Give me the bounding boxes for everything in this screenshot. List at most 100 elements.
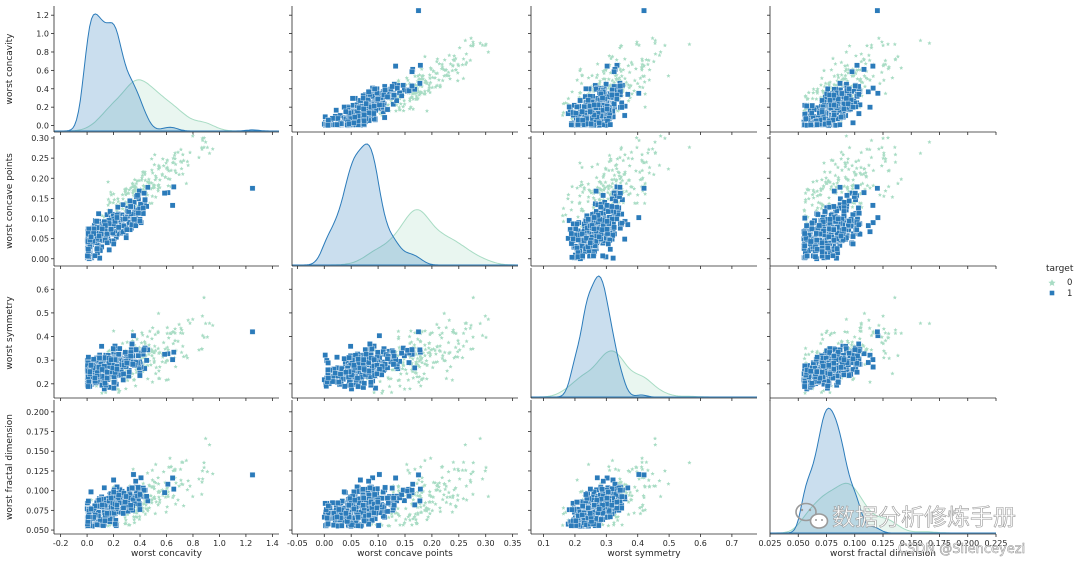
point-class-1 <box>415 329 422 335</box>
point-class-0 <box>635 200 640 205</box>
point-class-0 <box>450 377 455 382</box>
point-class-1 <box>115 351 122 358</box>
point-class-0 <box>143 341 148 346</box>
point-class-0 <box>441 358 446 363</box>
point-class-0 <box>132 520 137 525</box>
point-class-0 <box>595 72 600 77</box>
point-class-0 <box>173 326 178 331</box>
point-class-0 <box>157 185 162 190</box>
point-class-1 <box>831 237 837 244</box>
point-class-0 <box>414 97 419 101</box>
point-class-1 <box>830 360 837 366</box>
point-class-0 <box>802 108 807 113</box>
point-class-0 <box>147 180 152 185</box>
point-class-0 <box>876 146 881 151</box>
point-class-0 <box>427 341 432 346</box>
point-class-0 <box>457 347 462 352</box>
point-class-0 <box>396 329 401 334</box>
point-class-1 <box>604 218 610 225</box>
point-class-0 <box>622 56 627 61</box>
point-class-0 <box>580 190 585 194</box>
point-class-0 <box>156 186 161 191</box>
point-class-0 <box>146 352 151 356</box>
point-class-1 <box>365 359 372 366</box>
point-class-0 <box>881 78 886 82</box>
point-class-0 <box>577 90 582 95</box>
point-class-0 <box>850 377 855 382</box>
point-class-0 <box>380 388 385 393</box>
point-class-0 <box>634 145 639 150</box>
point-class-0 <box>453 67 458 72</box>
point-class-1 <box>874 185 881 192</box>
point-class-0 <box>434 322 439 327</box>
point-class-0 <box>579 165 585 170</box>
point-class-0 <box>123 187 128 192</box>
point-class-0 <box>156 502 161 507</box>
point-class-0 <box>203 139 208 144</box>
point-class-0 <box>643 91 648 96</box>
point-class-0 <box>412 74 418 78</box>
point-class-0 <box>899 65 904 70</box>
point-class-0 <box>852 200 857 205</box>
point-class-0 <box>622 171 627 176</box>
point-class-1 <box>801 383 808 390</box>
point-class-0 <box>687 145 692 150</box>
point-class-0 <box>390 367 395 372</box>
point-class-0 <box>156 368 161 373</box>
point-class-0 <box>815 205 820 210</box>
point-class-1 <box>837 80 843 87</box>
point-class-0 <box>452 330 457 335</box>
point-class-0 <box>172 153 177 158</box>
point-class-1 <box>566 217 572 224</box>
point-class-0 <box>579 81 584 86</box>
point-class-0 <box>847 145 852 150</box>
point-class-0 <box>640 58 645 63</box>
point-class-1 <box>417 347 423 353</box>
panel-marks <box>84 436 256 529</box>
point-class-0 <box>858 67 864 72</box>
point-class-1 <box>104 231 110 237</box>
point-class-0 <box>439 66 444 71</box>
point-class-0 <box>821 388 826 393</box>
point-class-1 <box>417 80 423 87</box>
point-class-0 <box>422 361 427 366</box>
point-class-0 <box>640 85 645 90</box>
point-class-1 <box>579 231 586 237</box>
point-class-0 <box>890 194 895 199</box>
point-class-0 <box>201 295 207 300</box>
point-class-0 <box>632 88 637 93</box>
point-class-0 <box>639 67 644 72</box>
point-class-1 <box>123 360 130 366</box>
point-class-1 <box>861 66 867 73</box>
y-tick-label: 0.2 <box>36 103 49 112</box>
point-class-1 <box>114 366 120 373</box>
point-class-0 <box>154 365 159 370</box>
point-class-0 <box>845 63 850 68</box>
point-class-0 <box>419 76 425 81</box>
point-class-0 <box>149 156 154 161</box>
point-class-0 <box>616 169 621 174</box>
point-class-0 <box>423 78 428 83</box>
point-class-0 <box>657 163 662 168</box>
point-class-1 <box>126 369 132 375</box>
point-class-0 <box>881 43 886 48</box>
point-class-0 <box>397 107 402 112</box>
point-class-0 <box>653 38 658 43</box>
point-class-0 <box>805 187 810 192</box>
point-class-0 <box>433 348 438 353</box>
point-class-0 <box>803 191 808 195</box>
point-class-1 <box>94 245 101 252</box>
point-class-0 <box>428 353 433 358</box>
point-class-0 <box>640 56 645 61</box>
point-class-1 <box>568 122 575 128</box>
point-class-0 <box>861 344 866 348</box>
point-class-1 <box>92 375 98 381</box>
point-class-0 <box>422 54 427 59</box>
point-class-0 <box>433 75 438 80</box>
point-class-1 <box>579 108 586 115</box>
point-class-0 <box>597 81 602 86</box>
point-class-0 <box>157 177 162 182</box>
point-class-0 <box>866 318 871 322</box>
point-class-0 <box>642 201 647 206</box>
point-class-0 <box>422 353 427 358</box>
